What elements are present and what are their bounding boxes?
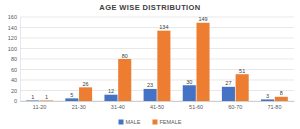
x-axis: 11-20 21-30 31-40 41-50 51-60 60-70 71-80 — [21, 101, 295, 110]
grid-line — [20, 69, 294, 70]
grid-line — [20, 59, 294, 60]
grid-line — [20, 48, 294, 49]
x-tick: 60-70 — [228, 101, 242, 110]
x-tick-label: 51-60 — [189, 104, 203, 110]
legend-swatch — [152, 120, 157, 125]
y-tick: 140 — [8, 25, 20, 31]
x-tick-label: 71-80 — [267, 104, 281, 110]
legend: MALE FEMALE — [119, 119, 182, 125]
data-label: 1 — [31, 94, 34, 100]
legend-item: FEMALE — [152, 119, 181, 125]
data-label: 51 — [239, 68, 245, 74]
data-label: 80 — [122, 53, 128, 59]
y-tick: 100 — [8, 46, 20, 52]
x-axis-line — [21, 101, 295, 102]
data-label: 27 — [225, 80, 231, 86]
y-tick: 20 — [11, 88, 20, 94]
data-label: 12 — [108, 88, 114, 94]
data-label: 23 — [147, 82, 153, 88]
legend-item: MALE — [119, 119, 141, 125]
y-axis: 0 20 40 60 80 100 120 140 160 — [8, 14, 21, 104]
bar — [65, 98, 78, 101]
bar — [104, 95, 117, 101]
y-tick: 60 — [11, 67, 20, 73]
data-label: 8 — [280, 90, 283, 96]
x-tick: 21-30 — [72, 101, 86, 110]
bar — [196, 23, 209, 101]
bar — [144, 89, 157, 101]
y-tick-label: 20 — [11, 88, 17, 94]
x-tick: 41-50 — [150, 101, 164, 110]
bars — [26, 23, 288, 101]
bar — [40, 100, 53, 101]
grid-line — [20, 27, 294, 28]
y-tick-label: 0 — [14, 98, 17, 104]
y-tick-label: 60 — [11, 67, 17, 73]
grid-line — [20, 101, 294, 102]
x-tick-label: 41-50 — [150, 104, 164, 110]
y-tick-label: 160 — [8, 14, 17, 20]
y-axis-line — [20, 18, 21, 102]
x-tick: 11-20 — [33, 101, 47, 110]
y-tick-label: 140 — [8, 25, 17, 31]
bar — [275, 97, 288, 101]
bar — [26, 100, 39, 101]
title: AGE WISE DISTRIBUTION — [99, 3, 200, 12]
y-tick: 160 — [8, 14, 20, 20]
x-tick: 71-80 — [267, 101, 281, 110]
bar — [79, 87, 92, 101]
x-tick-label: 31-40 — [111, 104, 125, 110]
y-tick: 120 — [8, 35, 20, 41]
bar — [261, 99, 274, 101]
bar — [236, 74, 249, 101]
grid-line — [20, 38, 294, 39]
y-tick: 40 — [11, 77, 20, 83]
data-label: 26 — [83, 81, 89, 87]
x-tick-label: 11-20 — [33, 104, 47, 110]
bar — [118, 59, 131, 101]
y-tick-label: 100 — [8, 46, 17, 52]
legend-label: MALE — [126, 119, 141, 125]
bar — [222, 87, 235, 101]
grid-line — [20, 17, 294, 18]
legend-label: FEMALE — [159, 119, 181, 125]
y-tick-label: 80 — [11, 56, 17, 62]
data-label: 3 — [266, 93, 269, 99]
y-tick: 80 — [11, 56, 20, 62]
grid — [20, 17, 294, 101]
legend-swatch — [119, 120, 124, 125]
x-tick: 51-60 — [189, 101, 203, 110]
grid-line — [20, 90, 294, 91]
y-tick-label: 40 — [11, 77, 17, 83]
data-labels: 1 5 12 23 30 27 3 1 26 80 134 149 51 8 — [31, 16, 283, 100]
bar — [157, 31, 170, 101]
data-label: 30 — [186, 79, 192, 85]
data-label: 149 — [198, 16, 207, 22]
plot: 0 20 40 60 80 100 120 140 160 11-20 21-30 31-40 41-5… — [8, 14, 295, 110]
bar — [183, 85, 196, 101]
x-tick-label: 21-30 — [72, 104, 86, 110]
x-tick: 31-40 — [111, 101, 125, 110]
data-label: 134 — [159, 24, 168, 30]
data-label: 1 — [45, 94, 48, 100]
x-tick-label: 60-70 — [228, 104, 242, 110]
grid-line — [20, 80, 294, 81]
y-tick: 0 — [14, 98, 20, 104]
chart: AGE WISE DISTRIBUTION 0 20 40 60 80 100 120 140 1… — [0, 0, 300, 129]
y-tick-label: 120 — [8, 35, 17, 41]
data-label: 5 — [70, 92, 73, 98]
